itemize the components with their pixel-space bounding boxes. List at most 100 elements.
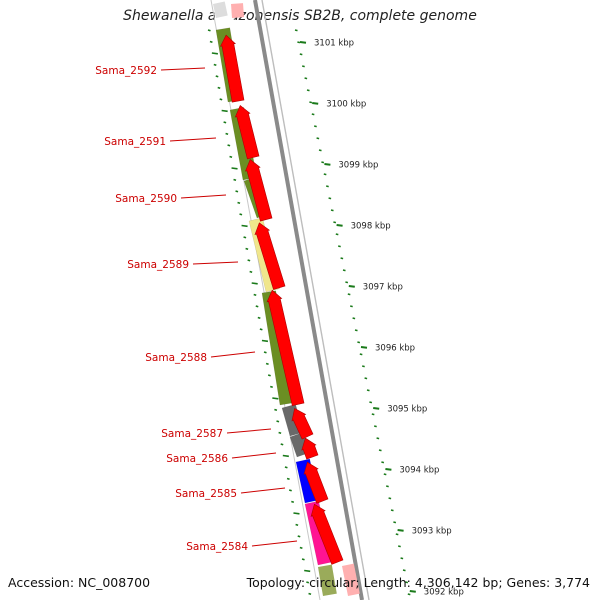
inner-tick-mark <box>249 270 253 274</box>
outer-tick-mark <box>359 353 363 356</box>
inner-tick-mark <box>301 558 305 561</box>
scale-label: 3093 kbp <box>412 527 452 537</box>
outer-tick-mark <box>376 437 380 440</box>
scale-label: 3099 kbp <box>338 161 378 171</box>
accession-text: Accession: NC_008700 <box>8 575 151 590</box>
outer-tick-mark <box>352 317 356 320</box>
inner-tick-mark <box>269 385 273 389</box>
inner-tick-mark <box>213 63 217 67</box>
inner-tick-mark <box>276 420 280 423</box>
inner-tick-mark <box>235 190 239 193</box>
outer-tick-mark <box>318 149 322 152</box>
scale-tick-mark <box>312 102 319 105</box>
inner-tick-mark <box>209 40 213 44</box>
outer-tick-mark <box>350 305 353 308</box>
inner-tick-mark <box>221 109 228 113</box>
outer-tick-mark <box>297 41 301 44</box>
inner-tick-mark <box>295 523 299 527</box>
gene-label-Sama_2587: Sama_2587 <box>161 428 223 440</box>
scale-label: 3092 kbp <box>424 588 464 598</box>
label-leader-Sama_2590 <box>180 194 227 199</box>
outer-tick-mark <box>302 65 305 68</box>
label-leader-Sama_2588 <box>210 351 256 358</box>
outer-tick-mark <box>357 341 361 344</box>
inner-tick-mark <box>211 52 218 55</box>
outer-tick-mark <box>338 245 341 248</box>
inner-tick-mark <box>272 397 279 400</box>
inner-tick-mark <box>265 362 269 366</box>
scale-tick-mark <box>385 468 392 471</box>
inner-tick-mark <box>239 213 243 216</box>
outer-tick-mark <box>342 269 346 272</box>
inner-tick-mark <box>229 155 233 159</box>
outer-tick-mark <box>364 377 368 380</box>
cds-arrow <box>291 408 314 440</box>
outer-tick-mark <box>321 161 325 164</box>
cds-arrow <box>254 222 286 290</box>
inner-tick-mark <box>267 374 271 377</box>
outer-tick-mark <box>335 233 339 236</box>
outer-tick-mark <box>304 77 308 80</box>
inner-tick-mark <box>251 282 258 285</box>
outer-tick-mark <box>314 125 317 128</box>
gene-label-Sama_2588: Sama_2588 <box>145 352 207 364</box>
outer-tick-mark <box>407 593 411 596</box>
outer-tick-mark <box>388 497 392 500</box>
inner-tick-mark <box>278 431 282 435</box>
scale-tick-mark <box>409 590 416 593</box>
label-leader-Sama_2585 <box>240 487 286 494</box>
label-leader-Sama_2584 <box>251 540 298 547</box>
scale-label: 3098 kbp <box>351 222 391 232</box>
outer-tick-mark <box>395 533 399 536</box>
backbone-line-inner <box>261 0 370 600</box>
cds-arrow <box>245 159 273 222</box>
label-leader-Sama_2586 <box>231 452 277 459</box>
inner-tick-mark <box>219 98 223 101</box>
gene-label-Sama_2592: Sama_2592 <box>95 65 157 77</box>
outer-tick-mark <box>371 413 375 416</box>
inner-tick-mark <box>291 500 295 504</box>
inner-tick-mark <box>243 236 247 239</box>
outer-tick-mark <box>402 569 406 572</box>
outer-tick-mark <box>366 389 370 392</box>
inner-tick-mark <box>253 293 257 297</box>
outer-tick-mark <box>333 221 337 224</box>
inner-tick-mark <box>304 569 311 573</box>
outer-tick-mark <box>294 29 298 32</box>
inner-tick-mark <box>257 316 261 320</box>
cds-arrow <box>234 105 260 160</box>
scale-tick-mark <box>373 407 380 410</box>
scale-label: 3096 kbp <box>375 344 415 354</box>
inner-tick-mark <box>231 167 238 170</box>
inner-tick-mark <box>306 581 310 584</box>
inner-tick-mark <box>299 546 303 550</box>
cds-arrow <box>301 437 319 460</box>
scale-label: 3094 kbp <box>399 466 439 476</box>
inner-tick-mark <box>215 75 219 78</box>
map-title: Shewanella amazonensis SB2B, complete ge… <box>123 8 477 24</box>
gene-fragment-top <box>213 1 228 18</box>
cds-ring <box>219 3 360 596</box>
inner-tick-mark <box>227 144 231 147</box>
outer-tick-mark <box>330 209 334 212</box>
inner-tick-mark <box>261 339 269 343</box>
label-leader-Sama_2587 <box>226 428 272 434</box>
outer-tick-mark <box>340 257 344 260</box>
inner-tick-mark <box>280 443 284 446</box>
label-leader-Sama_2591 <box>169 137 217 142</box>
gene-label-Sama_2585: Sama_2585 <box>175 488 237 500</box>
outer-tick-mark <box>390 509 394 512</box>
gene-label-Sama_2590: Sama_2590 <box>115 193 177 205</box>
cds-arrow <box>266 289 305 407</box>
outer-tick-mark <box>354 329 358 332</box>
gene-label-Sama_2591: Sama_2591 <box>104 136 166 148</box>
outer-dotted-ticks <box>294 29 411 596</box>
outer-tick-mark <box>316 137 320 140</box>
inner-tick-mark <box>255 305 259 308</box>
outer-tick-mark <box>378 449 382 452</box>
outer-tick-mark <box>381 461 385 464</box>
outer-tick-mark <box>400 557 404 560</box>
outer-tick-mark <box>323 173 327 176</box>
